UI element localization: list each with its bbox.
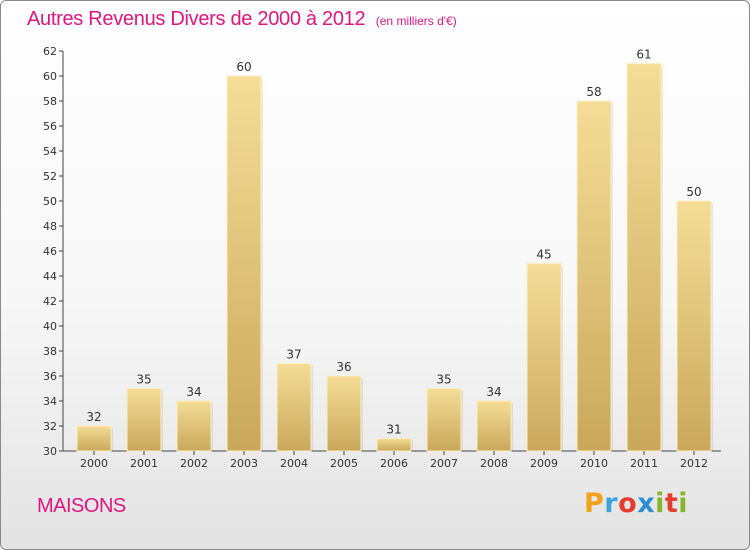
y-tick-label: 32 xyxy=(43,420,57,433)
data-label: 50 xyxy=(686,185,701,199)
logo-letter: i xyxy=(678,488,689,519)
data-label: 36 xyxy=(336,360,351,374)
y-tick-label: 30 xyxy=(43,445,57,458)
y-tick-label: 56 xyxy=(43,120,57,133)
bar xyxy=(626,63,662,452)
x-tick-label: 2009 xyxy=(530,457,558,470)
data-label: 60 xyxy=(236,60,251,74)
data-label: 34 xyxy=(186,385,201,399)
x-tick-label: 2001 xyxy=(130,457,158,470)
bar xyxy=(426,388,462,452)
y-tick-label: 42 xyxy=(43,295,57,308)
x-tick-label: 2000 xyxy=(80,457,108,470)
x-tick-label: 2005 xyxy=(330,457,358,470)
y-tick-label: 46 xyxy=(43,245,57,258)
logo-letter: i xyxy=(655,488,665,519)
logo-letter: r xyxy=(604,488,619,519)
bar xyxy=(576,100,612,452)
chart-title: Autres Revenus Divers de 2000 à 2012 (en… xyxy=(27,8,457,31)
chart-unit-note: (en milliers d'€) xyxy=(375,14,457,28)
bar xyxy=(226,75,262,452)
y-tick-label: 54 xyxy=(43,145,57,158)
data-label: 45 xyxy=(536,248,551,262)
x-tick-label: 2007 xyxy=(430,457,458,470)
y-tick-label: 62 xyxy=(43,45,57,58)
logo-letter: x xyxy=(637,488,656,519)
data-label: 35 xyxy=(136,373,151,387)
bar xyxy=(326,375,362,452)
y-tick-label: 44 xyxy=(43,270,57,283)
bar xyxy=(476,400,512,452)
bar xyxy=(676,200,712,452)
data-label: 58 xyxy=(586,85,601,99)
y-tick-label: 34 xyxy=(43,395,57,408)
data-label: 61 xyxy=(636,48,651,62)
bar xyxy=(276,363,312,452)
y-tick-label: 48 xyxy=(43,220,57,233)
x-tick-label: 2003 xyxy=(230,457,258,470)
data-label: 32 xyxy=(86,410,101,424)
bar xyxy=(526,263,562,452)
x-tick-label: 2012 xyxy=(680,457,708,470)
bar xyxy=(176,400,212,452)
x-tick-label: 2011 xyxy=(630,457,658,470)
data-label: 37 xyxy=(286,348,301,362)
data-label: 35 xyxy=(436,373,451,387)
x-tick-label: 2004 xyxy=(280,457,308,470)
y-tick-label: 40 xyxy=(43,320,57,333)
x-tick-label: 2010 xyxy=(580,457,608,470)
chart-title-text: Autres Revenus Divers de 2000 à 2012 xyxy=(27,8,366,30)
x-tick-label: 2002 xyxy=(180,457,208,470)
bar xyxy=(126,388,162,452)
commune-name: MAISONS xyxy=(37,495,126,517)
data-label: 31 xyxy=(386,423,401,437)
logo-letter: o xyxy=(618,488,638,519)
bar xyxy=(76,425,112,452)
y-tick-label: 60 xyxy=(43,70,57,83)
logo-letter: t xyxy=(664,488,679,519)
y-tick-label: 58 xyxy=(43,95,57,108)
x-tick-label: 2008 xyxy=(480,457,508,470)
y-tick-label: 50 xyxy=(43,195,57,208)
proxiti-logo: Proxiti xyxy=(584,488,688,519)
y-tick-label: 36 xyxy=(43,370,57,383)
x-tick-label: 2006 xyxy=(380,457,408,470)
bar xyxy=(376,438,412,452)
y-tick-label: 52 xyxy=(43,170,57,183)
logo-letter: P xyxy=(584,488,605,519)
y-tick-label: 38 xyxy=(43,345,57,358)
data-label: 34 xyxy=(486,385,501,399)
